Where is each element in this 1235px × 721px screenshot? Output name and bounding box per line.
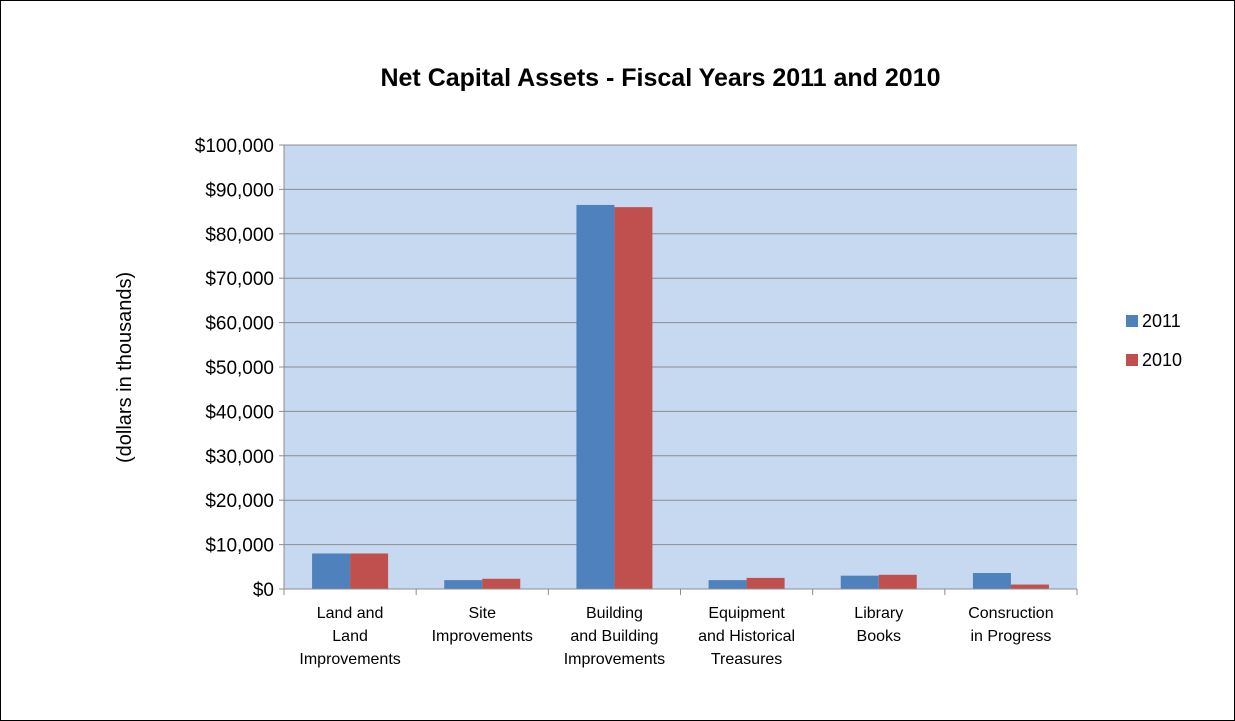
bar-2011 [444, 580, 483, 589]
bar-2011 [576, 204, 615, 589]
legend-swatch [1126, 354, 1138, 366]
bar-2011 [708, 580, 747, 589]
bar-2010 [878, 574, 917, 589]
chart-title: Net Capital Assets - Fiscal Years 2011 a… [380, 64, 941, 92]
y-tick-label: $10,000 [205, 536, 274, 557]
y-tick-label: $50,000 [205, 358, 274, 379]
y-tick-labels: $0 $10,000 $20,000 $30,000 $40,000 $50,000 $60… [195, 136, 284, 601]
y-tick-label: $80,000 [205, 225, 274, 246]
legend-swatch [1126, 315, 1138, 327]
y-tick-label: $40,000 [205, 402, 274, 423]
category-label: Library Books [854, 605, 903, 645]
bar-2011 [972, 573, 1011, 589]
legend: 2011 2010 [1126, 311, 1182, 370]
legend-label: 2010 [1142, 350, 1182, 370]
y-tick-label: $90,000 [205, 180, 274, 201]
category-label: Site Improvements [432, 605, 533, 645]
y-tick-label: $60,000 [205, 314, 274, 335]
category-labels: Land and Land Improvements Site Improvements… [299, 605, 1053, 668]
y-tick-label: $30,000 [205, 447, 274, 468]
category-label: Equipment and Historical Treasures [698, 605, 795, 668]
bar-2010 [614, 207, 653, 589]
bar-2010 [746, 577, 785, 589]
bar-2011 [312, 553, 351, 589]
bar-2010 [1010, 584, 1049, 589]
gridlines [284, 144, 1077, 546]
category-label: Building and Building Improvements [564, 605, 665, 668]
legend-label: 2011 [1142, 311, 1181, 331]
y-tick-label: $0 [253, 580, 274, 601]
y-tick-label: $70,000 [205, 269, 274, 290]
y-tick-label: $20,000 [205, 491, 274, 512]
y-tick-label: $100,000 [195, 136, 274, 157]
category-label: Land and Land Improvements [299, 605, 400, 668]
category-label: Consruction in Progress [968, 605, 1053, 645]
bars [312, 204, 1049, 589]
bar-2010 [350, 553, 389, 589]
bar-2011 [840, 575, 879, 589]
bar-2010 [482, 578, 521, 589]
